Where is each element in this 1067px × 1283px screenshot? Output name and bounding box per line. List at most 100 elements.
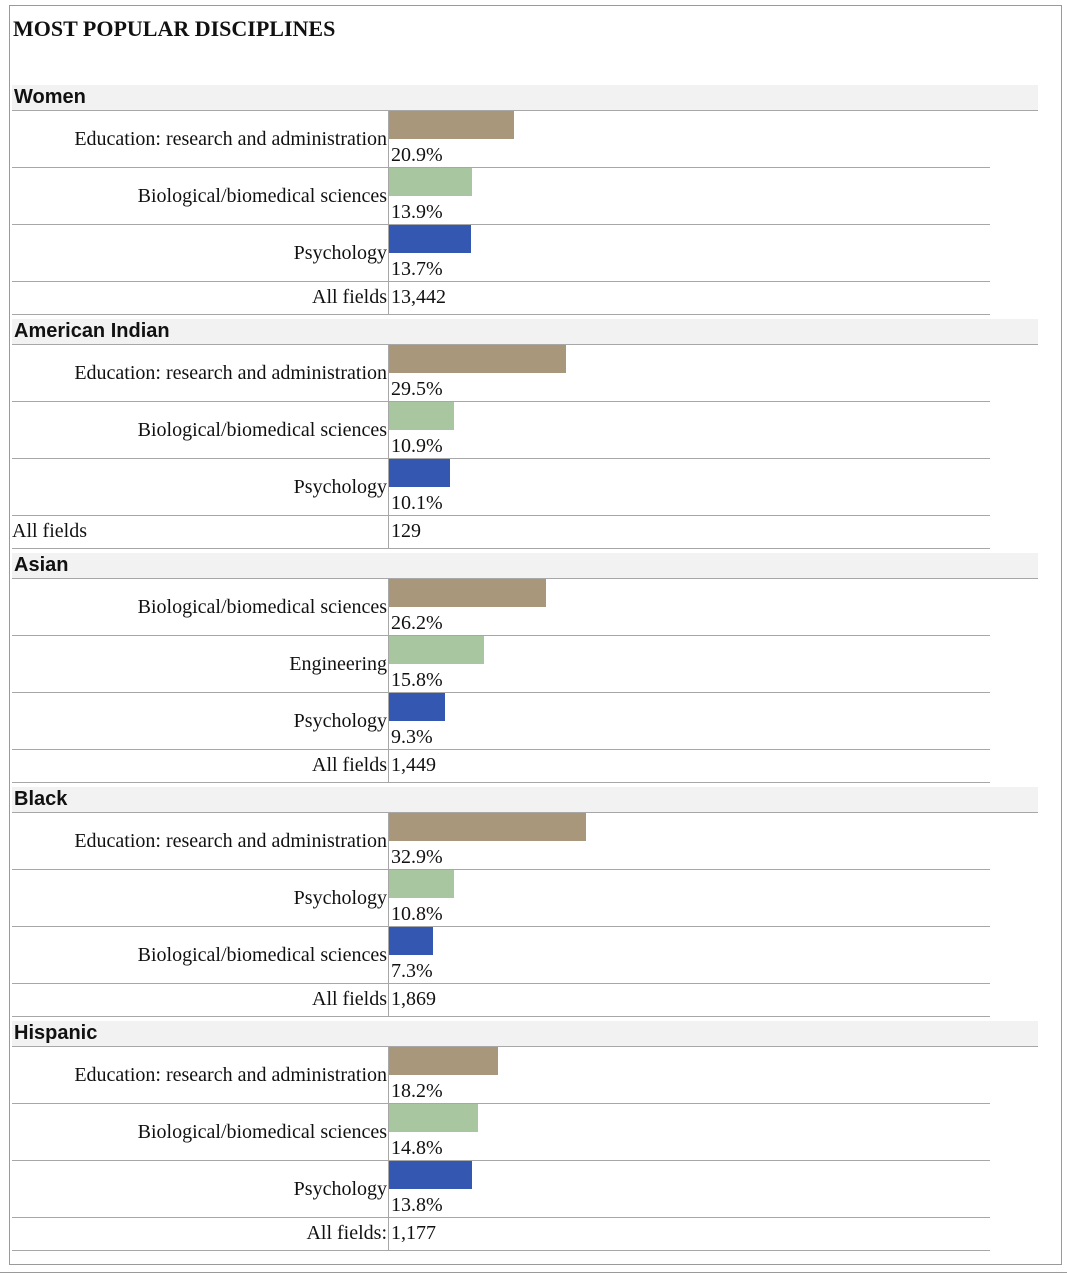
total-value-cell: 1,177 bbox=[388, 1218, 990, 1251]
category-label: Psychology bbox=[293, 1178, 387, 1200]
bar bbox=[389, 225, 471, 253]
row-label-cell: Engineering bbox=[12, 636, 388, 693]
total-value-cell: 129 bbox=[388, 516, 990, 549]
category-label: Education: research and administration bbox=[74, 1064, 387, 1086]
section-header: Hispanic bbox=[12, 1021, 1038, 1047]
row-label-cell: Psychology bbox=[12, 459, 388, 516]
total-value: 1,449 bbox=[391, 754, 436, 776]
row-label-cell: Psychology bbox=[12, 1161, 388, 1218]
total-value-cell: 1,869 bbox=[388, 984, 990, 1017]
bar-cell: 10.1% bbox=[388, 459, 990, 516]
section-header: Black bbox=[12, 787, 1038, 813]
category-label: Education: research and administration bbox=[74, 362, 387, 384]
total-label-cell: All fields bbox=[12, 984, 388, 1017]
section-header: Women bbox=[12, 85, 1038, 111]
total-value-cell: 13,442 bbox=[388, 282, 990, 315]
bar bbox=[389, 927, 433, 955]
bar bbox=[389, 1104, 478, 1132]
data-label: 32.9% bbox=[391, 846, 443, 868]
data-label: 13.7% bbox=[391, 258, 443, 280]
category-label: Psychology bbox=[293, 710, 387, 732]
row-label-cell: Psychology bbox=[12, 870, 388, 927]
category-label: Biological/biomedical sciences bbox=[137, 596, 387, 618]
data-label: 14.8% bbox=[391, 1137, 443, 1159]
bar bbox=[389, 459, 450, 487]
data-label: 20.9% bbox=[391, 144, 443, 166]
data-label: 29.5% bbox=[391, 378, 443, 400]
total-label-cell: All fields: bbox=[12, 1218, 388, 1251]
section-header: American Indian bbox=[12, 319, 1038, 345]
bar bbox=[389, 111, 514, 139]
category-label: Biological/biomedical sciences bbox=[137, 1121, 387, 1143]
category-label: Biological/biomedical sciences bbox=[137, 944, 387, 966]
total-label: All fields bbox=[312, 286, 387, 308]
row-label-cell: Biological/biomedical sciences bbox=[12, 168, 388, 225]
data-label: 26.2% bbox=[391, 612, 443, 634]
total-label: All fields bbox=[12, 520, 87, 542]
data-label: 9.3% bbox=[391, 726, 433, 748]
row-label-cell: Education: research and administration bbox=[12, 345, 388, 402]
total-value: 1,869 bbox=[391, 988, 436, 1010]
category-label: Psychology bbox=[293, 887, 387, 909]
total-label: All fields bbox=[312, 988, 387, 1010]
chart-title: MOST POPULAR DISCIPLINES bbox=[13, 16, 336, 41]
bar-cell: 20.9% bbox=[388, 111, 990, 168]
bar-cell: 18.2% bbox=[388, 1047, 990, 1104]
data-label: 7.3% bbox=[391, 960, 433, 982]
data-label: 13.9% bbox=[391, 201, 443, 223]
total-value: 129 bbox=[391, 520, 421, 542]
row-label-cell: Education: research and administration bbox=[12, 1047, 388, 1104]
data-label: 18.2% bbox=[391, 1080, 443, 1102]
bar-cell: 29.5% bbox=[388, 345, 990, 402]
row-label-cell: Biological/biomedical sciences bbox=[12, 579, 388, 636]
category-label: Psychology bbox=[293, 476, 387, 498]
bar bbox=[389, 1161, 472, 1189]
data-label: 13.8% bbox=[391, 1194, 443, 1216]
bar bbox=[389, 402, 454, 430]
total-label: All fields bbox=[312, 754, 387, 776]
category-label: Biological/biomedical sciences bbox=[137, 419, 387, 441]
total-value: 1,177 bbox=[391, 1222, 436, 1244]
bottom-divider bbox=[0, 1272, 1067, 1273]
bar-cell: 10.8% bbox=[388, 870, 990, 927]
bar-cell: 13.8% bbox=[388, 1161, 990, 1218]
bar bbox=[389, 636, 484, 664]
category-label: Education: research and administration bbox=[74, 128, 387, 150]
total-value: 13,442 bbox=[391, 286, 446, 308]
bar-cell: 7.3% bbox=[388, 927, 990, 984]
total-label: All fields: bbox=[306, 1222, 387, 1244]
row-label-cell: Psychology bbox=[12, 693, 388, 750]
row-label-cell: Education: research and administration bbox=[12, 111, 388, 168]
category-label: Engineering bbox=[289, 653, 387, 675]
category-label: Psychology bbox=[293, 242, 387, 264]
bar-cell: 26.2% bbox=[388, 579, 990, 636]
total-label-cell: All fields bbox=[12, 516, 388, 549]
row-label-cell: Psychology bbox=[12, 225, 388, 282]
row-label-cell: Biological/biomedical sciences bbox=[12, 402, 388, 459]
data-label: 15.8% bbox=[391, 669, 443, 691]
bar-cell: 13.9% bbox=[388, 168, 990, 225]
total-value-cell: 1,449 bbox=[388, 750, 990, 783]
category-label: Education: research and administration bbox=[74, 830, 387, 852]
bar-cell: 9.3% bbox=[388, 693, 990, 750]
data-label: 10.1% bbox=[391, 492, 443, 514]
data-label: 10.8% bbox=[391, 903, 443, 925]
bar-cell: 14.8% bbox=[388, 1104, 990, 1161]
row-label-cell: Biological/biomedical sciences bbox=[12, 927, 388, 984]
total-label-cell: All fields bbox=[12, 282, 388, 315]
bar-cell: 13.7% bbox=[388, 225, 990, 282]
bar-cell: 10.9% bbox=[388, 402, 990, 459]
total-label-cell: All fields bbox=[12, 750, 388, 783]
row-label-cell: Education: research and administration bbox=[12, 813, 388, 870]
bar-cell: 32.9% bbox=[388, 813, 990, 870]
data-label: 10.9% bbox=[391, 435, 443, 457]
bar bbox=[389, 579, 546, 607]
section-header: Asian bbox=[12, 553, 1038, 579]
bar bbox=[389, 693, 445, 721]
bar bbox=[389, 168, 472, 196]
bar bbox=[389, 1047, 498, 1075]
bar bbox=[389, 813, 586, 841]
bar bbox=[389, 345, 566, 373]
bar-cell: 15.8% bbox=[388, 636, 990, 693]
bar bbox=[389, 870, 454, 898]
